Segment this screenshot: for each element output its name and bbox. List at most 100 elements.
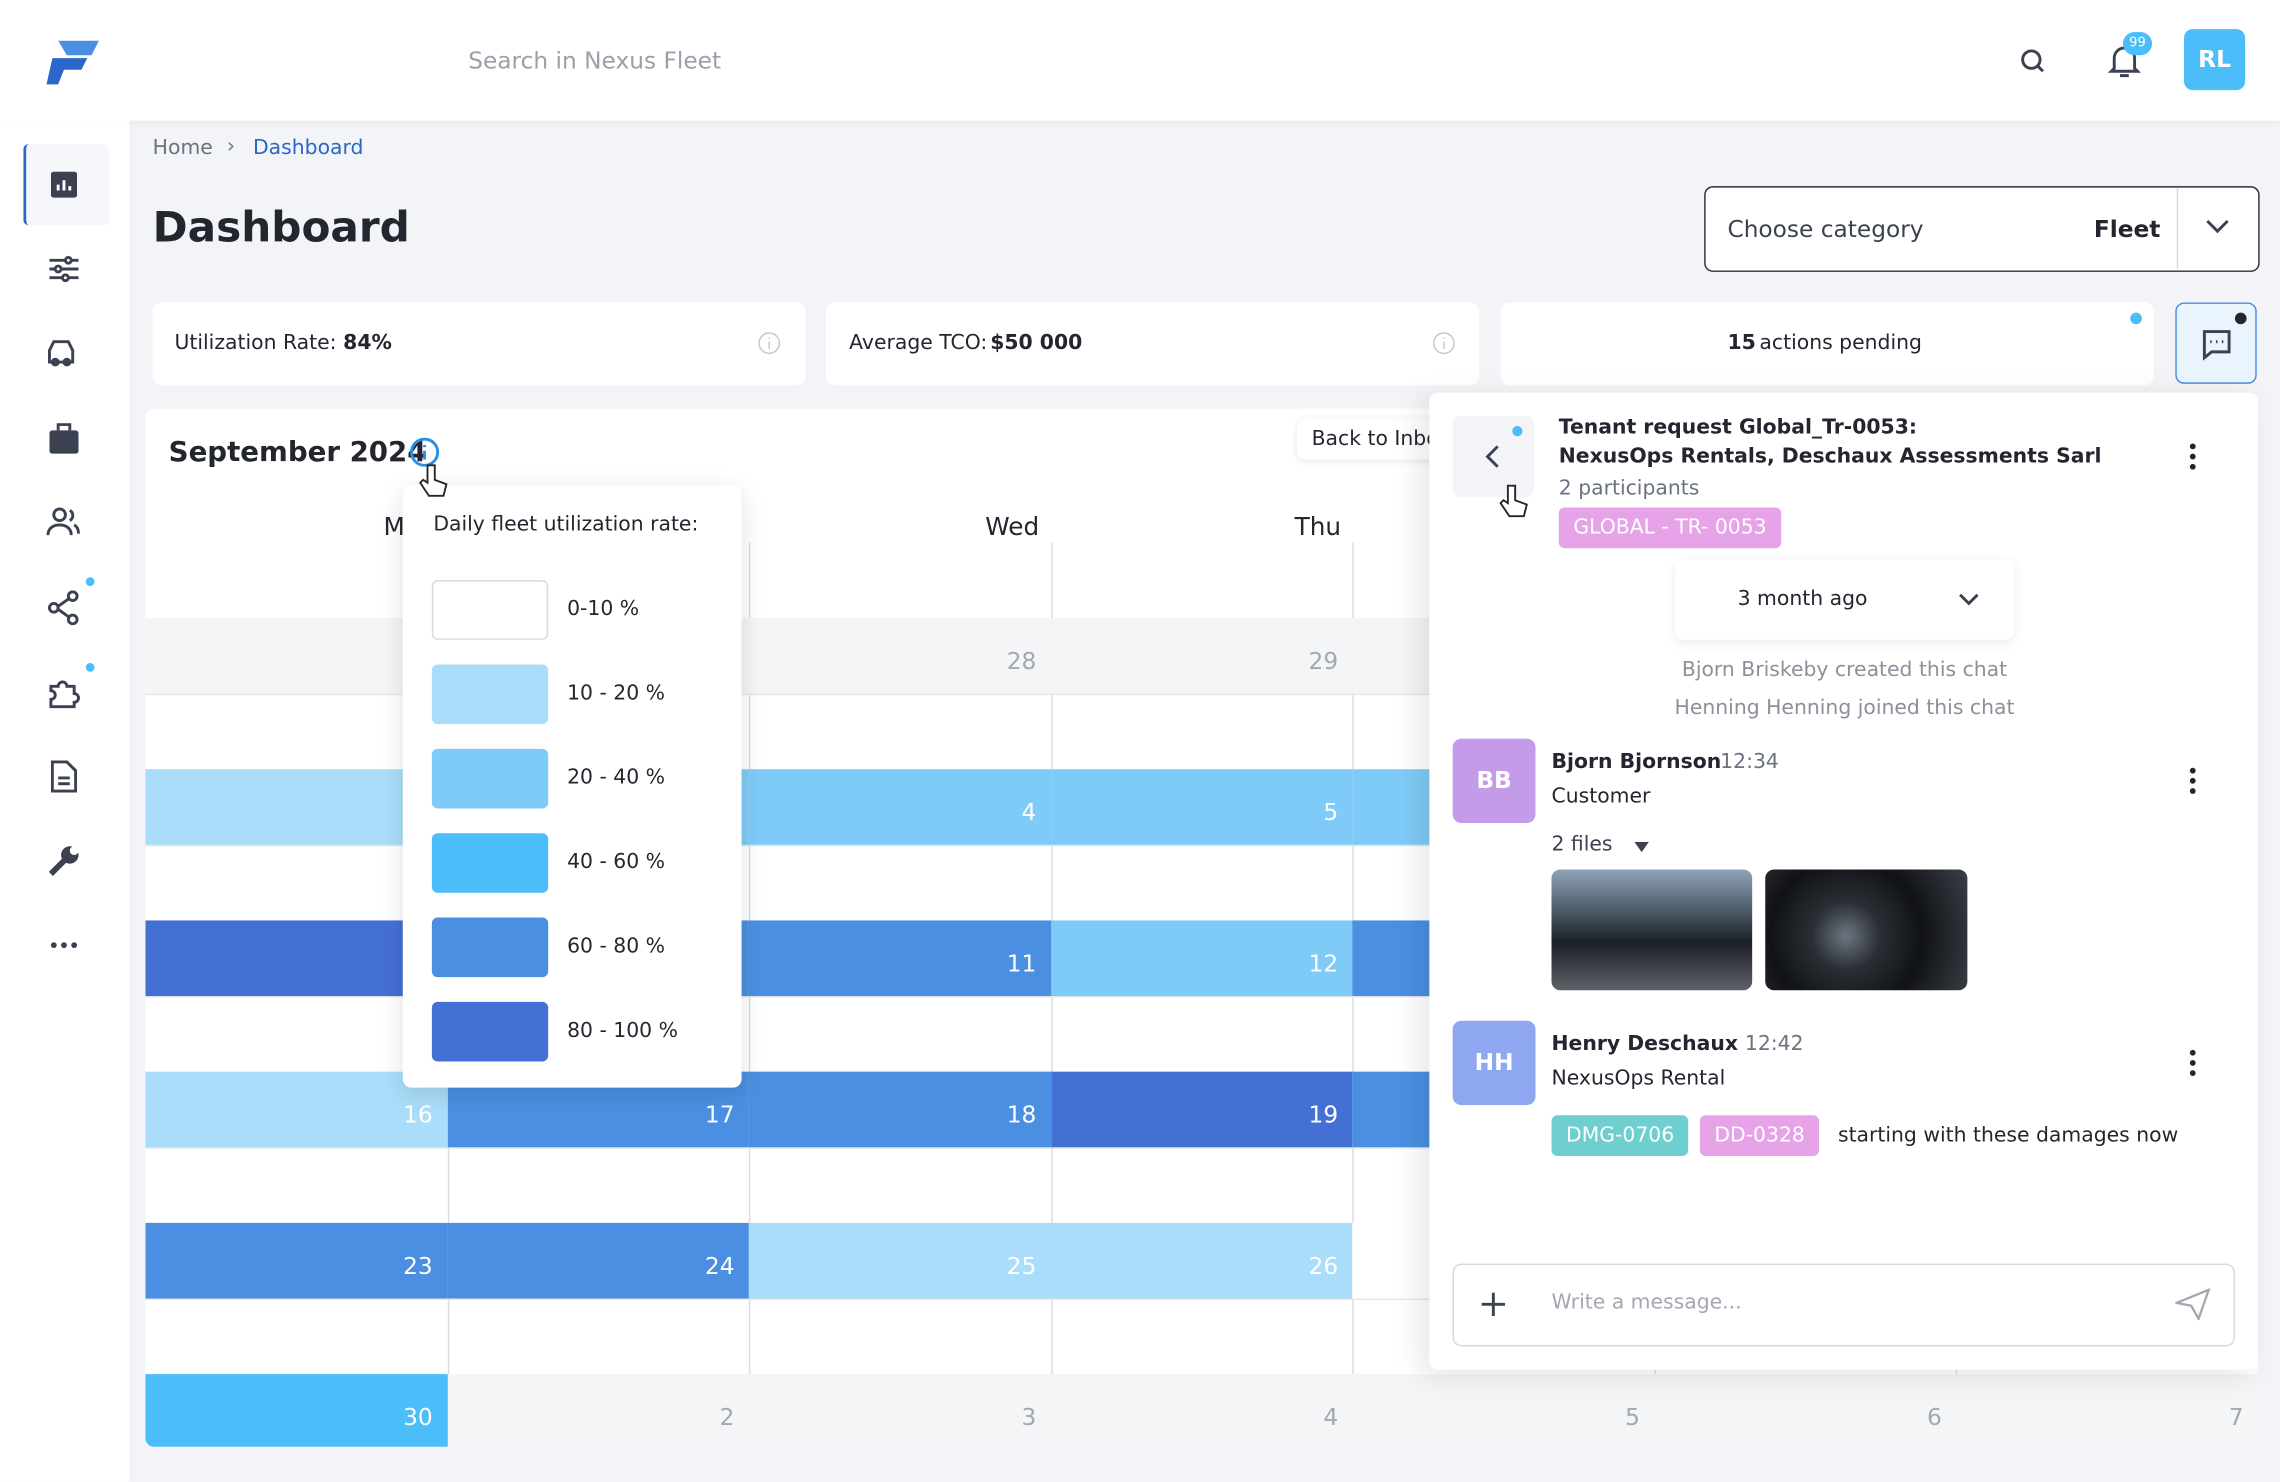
calendar-day[interactable]: 28 (749, 617, 1051, 694)
message-time: 12:34 (1720, 750, 1779, 774)
category-value: Fleet (2093, 215, 2161, 243)
week-line (145, 844, 2259, 847)
attach-button[interactable] (1480, 1291, 1506, 1317)
nav-share[interactable] (47, 590, 80, 626)
nav-users[interactable] (46, 506, 82, 538)
calendar-day[interactable]: 2 (447, 1374, 750, 1447)
message-placeholder: Write a message... (1551, 1291, 1742, 1315)
send-button[interactable] (2175, 1288, 2211, 1321)
nav-dashboard[interactable] (50, 171, 78, 198)
calendar-day[interactable]: 16 (145, 1071, 448, 1148)
nav-more[interactable] (49, 939, 78, 951)
logo[interactable] (44, 35, 102, 87)
legend-label: 20 - 40 % (567, 766, 666, 790)
weekday-label: Mon (145, 513, 435, 542)
stat-value: 84% (343, 331, 392, 355)
calendar-day[interactable]: 5 (1352, 1374, 1655, 1447)
calendar-day[interactable]: 30 (145, 1374, 448, 1447)
message-avatar: BB (1452, 738, 1536, 824)
pending-label: actions pending (1759, 331, 1922, 355)
week-line (145, 693, 2259, 696)
calendar-day[interactable]: 2 (145, 769, 448, 845)
calendar-day[interactable]: 26 (1050, 1222, 1353, 1299)
stat-card (152, 302, 806, 386)
calendar-day[interactable]: 7 (1956, 1374, 2259, 1447)
chat-event: Henning Henning joined this chat (1674, 696, 2015, 720)
legend-label: 60 - 80 % (567, 934, 666, 959)
legend-swatch (431, 917, 549, 978)
file-thumbnail[interactable] (1765, 869, 1968, 991)
stat-label: Utilization Rate: (174, 331, 337, 355)
calendar-day[interactable]: 4 (1050, 1374, 1353, 1447)
breadcrumb-home[interactable]: Home (152, 136, 213, 160)
calendar-day[interactable]: 25 (749, 1222, 1051, 1299)
nav-jobs[interactable] (49, 423, 79, 455)
breadcrumb-current[interactable]: Dashboard (253, 136, 364, 160)
nav-tools[interactable] (48, 845, 80, 877)
calendar-day[interactable]: 26 (145, 617, 448, 694)
chat-menu[interactable] (2187, 442, 2199, 471)
calendar-day[interactable]: 29 (1050, 617, 1353, 694)
time-filter-value: 3 month ago (1737, 587, 1868, 611)
category-select[interactable] (1704, 186, 2260, 272)
cursor (1499, 484, 1528, 518)
message-input[interactable] (1452, 1263, 2235, 1347)
calendar-day[interactable]: 24 (447, 1222, 750, 1299)
info-icon[interactable] (758, 332, 781, 355)
message-menu[interactable] (2187, 1048, 2199, 1077)
nav-vehicles[interactable] (47, 339, 82, 368)
chat-event: Bjorn Briskeby created this chat (1681, 658, 2008, 682)
nav-documents[interactable] (50, 760, 78, 793)
calendar-day[interactable]: 23 (145, 1222, 448, 1299)
calendar-day[interactable]: 19 (1050, 1071, 1353, 1148)
message-text: starting with these damages now (1837, 1124, 2179, 1148)
search-input[interactable]: Search in Nexus Fleet (468, 46, 722, 75)
chat-tag[interactable]: GLOBAL - TR- 0053 (1558, 507, 1782, 549)
legend-label: 40 - 60 % (567, 850, 666, 874)
chat-participants[interactable]: 2 participants (1558, 476, 1700, 501)
calendar-day[interactable]: 3 (749, 1374, 1051, 1447)
calendar-day[interactable]: 6 (1654, 1374, 1957, 1447)
week-line (145, 1298, 2259, 1300)
nav-integrations[interactable] (47, 675, 82, 710)
calendar-day[interactable]: 12 (1050, 920, 1353, 997)
files-toggle[interactable]: 2 files (1551, 833, 1613, 857)
status-dot (2234, 312, 2247, 325)
back-arrow (1485, 445, 1499, 468)
nav-settings[interactable] (48, 254, 80, 283)
message-tag[interactable]: DMG-0706 (1551, 1115, 1689, 1156)
message-avatar: HH (1452, 1020, 1536, 1106)
calendar-day[interactable]: 18 (749, 1071, 1051, 1148)
calendar-day[interactable]: 4 (749, 769, 1051, 845)
notification-badge: 99 (2122, 31, 2153, 56)
info-button[interactable] (410, 437, 440, 467)
stat-card[interactable] (1500, 302, 2154, 386)
legend-swatch (431, 1001, 549, 1062)
message-author: Henry Deschaux (1551, 1032, 1738, 1056)
legend-label: 80 - 100 % (567, 1019, 678, 1043)
info-icon[interactable] (1432, 332, 1455, 355)
search-button[interactable] (2018, 47, 2047, 76)
sidebar (0, 120, 130, 1482)
legend-swatch (431, 580, 549, 640)
file-thumbnail[interactable] (1551, 869, 1753, 991)
legend-label: 0-10 % (567, 597, 640, 621)
legend-swatch (431, 748, 549, 809)
message-tag[interactable]: DD-0328 (1699, 1115, 1820, 1156)
user-avatar[interactable]: RL (2184, 29, 2246, 91)
time-filter[interactable] (1675, 559, 2014, 640)
message-role: Customer (1551, 785, 1651, 809)
pending-count: 15 (1727, 331, 1756, 355)
message-role: NexusOps Rental (1551, 1067, 1726, 1091)
legend-popup: 0-10 % 10 - 20 % 20 - 40 % 40 - 60 % 60 - 80… (402, 485, 742, 1088)
message-menu[interactable] (2187, 766, 2199, 795)
calendar-day[interactable]: 11 (749, 920, 1051, 997)
status-dot (1512, 426, 1523, 437)
calendar-day[interactable]: 5 (1050, 769, 1353, 845)
week-line (145, 1147, 2259, 1149)
legend-swatch (431, 833, 549, 893)
legend-title: Daily fleet utilization rate: (433, 513, 699, 537)
week-line (145, 996, 2259, 998)
stat-card (825, 302, 1479, 386)
page-title: Dashboard (152, 202, 410, 252)
